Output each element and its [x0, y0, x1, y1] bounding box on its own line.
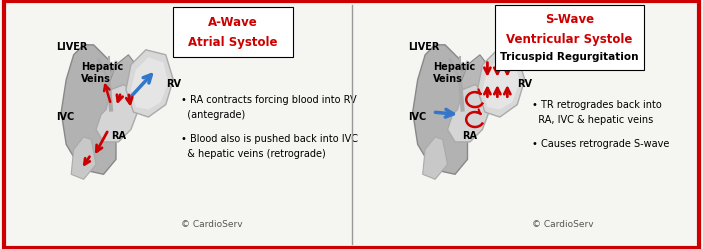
Text: • Causes retrograde S-wave: • Causes retrograde S-wave — [532, 139, 669, 149]
Text: A-Wave: A-Wave — [208, 16, 258, 29]
Text: Veins: Veins — [81, 74, 111, 84]
Polygon shape — [477, 50, 524, 117]
Polygon shape — [423, 137, 448, 179]
Polygon shape — [126, 50, 173, 117]
Text: • TR retrogrades back into: • TR retrogrades back into — [532, 100, 662, 110]
FancyBboxPatch shape — [173, 7, 292, 57]
Text: • Blood also is pushed back into IVC: • Blood also is pushed back into IVC — [181, 134, 358, 144]
Polygon shape — [413, 45, 467, 174]
Text: RA, IVC & hepatic veins: RA, IVC & hepatic veins — [532, 115, 654, 124]
Text: RV: RV — [166, 79, 181, 89]
Text: LIVER: LIVER — [56, 42, 88, 52]
Text: Hepatic: Hepatic — [81, 62, 124, 72]
Text: © CardioServ: © CardioServ — [181, 220, 243, 229]
Text: RA: RA — [463, 131, 477, 141]
Text: Hepatic: Hepatic — [432, 62, 475, 72]
Text: • RA contracts forcing blood into RV: • RA contracts forcing blood into RV — [181, 95, 356, 105]
Text: Tricuspid Regurgitation: Tricuspid Regurgitation — [501, 52, 639, 62]
Text: LIVER: LIVER — [408, 42, 439, 52]
Text: Ventricular Systole: Ventricular Systole — [506, 33, 633, 46]
Text: RV: RV — [517, 79, 532, 89]
Polygon shape — [96, 85, 138, 142]
Polygon shape — [460, 55, 487, 95]
Text: Veins: Veins — [432, 74, 463, 84]
Text: IVC: IVC — [408, 112, 426, 122]
Text: IVC: IVC — [56, 112, 75, 122]
Polygon shape — [131, 57, 168, 110]
Polygon shape — [482, 57, 520, 110]
Text: RA: RA — [111, 131, 126, 141]
Text: S-Wave: S-Wave — [545, 13, 594, 26]
Polygon shape — [61, 45, 116, 174]
Polygon shape — [108, 55, 136, 95]
Text: Atrial Systole: Atrial Systole — [188, 36, 278, 49]
Text: (antegrade): (antegrade) — [181, 110, 245, 120]
Polygon shape — [448, 85, 490, 142]
Text: © CardioServ: © CardioServ — [532, 220, 594, 229]
Polygon shape — [71, 137, 96, 179]
Text: & hepatic veins (retrograde): & hepatic veins (retrograde) — [181, 149, 325, 159]
FancyBboxPatch shape — [495, 5, 644, 70]
